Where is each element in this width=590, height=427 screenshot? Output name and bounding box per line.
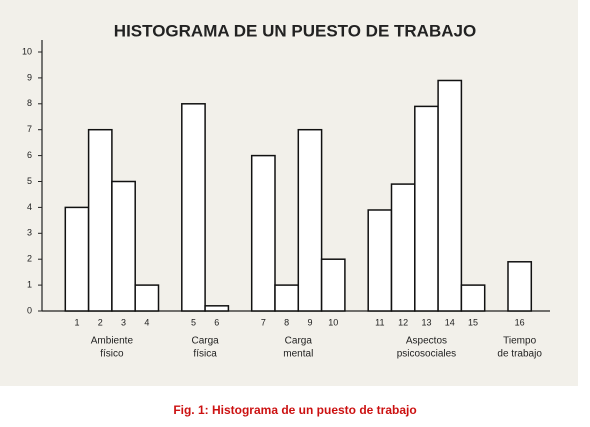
- group-label: psicosociales: [397, 349, 456, 360]
- x-tick-label: 5: [191, 317, 196, 327]
- group-label: mental: [283, 349, 313, 360]
- y-tick-label: 10: [22, 46, 32, 56]
- bar: [367, 209, 393, 312]
- x-tick-label: 15: [468, 317, 478, 327]
- bar: [390, 183, 416, 312]
- figure-caption: Fig. 1: Histograma de un puesto de traba…: [173, 403, 416, 417]
- bar: [181, 103, 206, 312]
- y-tick-label: 6: [27, 150, 32, 160]
- bar: [274, 284, 300, 312]
- bar: [507, 261, 533, 312]
- y-tick-label: 2: [27, 254, 32, 264]
- y-tick-label: 5: [27, 176, 32, 186]
- bar: [87, 128, 113, 312]
- bar: [297, 128, 323, 312]
- bar: [64, 206, 90, 312]
- y-tick-label: 9: [27, 72, 32, 82]
- group-label: Carga: [285, 336, 313, 347]
- group-label: de trabajo: [497, 349, 542, 360]
- y-tick-label: 1: [27, 279, 32, 289]
- y-tick-label: 7: [27, 124, 32, 134]
- group-label: Aspectos: [406, 336, 447, 347]
- chart-title: HISTOGRAMA DE UN PUESTO DE TRABAJO: [114, 21, 476, 40]
- x-tick-label: 7: [261, 317, 266, 327]
- group-label: física: [193, 349, 217, 360]
- y-tick-label: 3: [27, 228, 32, 238]
- bar: [320, 258, 346, 312]
- x-tick-label: 12: [398, 317, 408, 327]
- x-tick-label: 8: [284, 317, 289, 327]
- group-label: Ambiente: [91, 336, 134, 347]
- group-label: físico: [100, 349, 124, 360]
- bar: [414, 105, 439, 312]
- x-tick-label: 2: [98, 317, 103, 327]
- x-tick-label: 6: [214, 317, 219, 327]
- x-tick-label: 13: [421, 317, 431, 327]
- y-tick-label: 0: [27, 305, 32, 315]
- bar: [437, 79, 463, 312]
- y-tick-label: 8: [27, 98, 32, 108]
- x-tick-label: 3: [121, 317, 126, 327]
- x-tick-label: 16: [515, 317, 525, 327]
- bar: [134, 284, 160, 312]
- x-tick-label: 10: [328, 317, 338, 327]
- x-tick-label: 1: [74, 317, 79, 327]
- x-tick-label: 9: [307, 317, 312, 327]
- x-tick-label: 11: [375, 317, 384, 327]
- x-tick-label: 14: [445, 317, 455, 327]
- bar: [460, 284, 486, 312]
- y-tick-label: 4: [27, 202, 32, 212]
- chart-background: [0, 0, 578, 386]
- bar: [204, 305, 230, 312]
- x-tick-label: 4: [144, 317, 149, 327]
- group-label: Tiempo: [503, 336, 536, 347]
- bar: [250, 154, 276, 312]
- group-label: Carga: [191, 336, 219, 347]
- bar: [111, 180, 136, 312]
